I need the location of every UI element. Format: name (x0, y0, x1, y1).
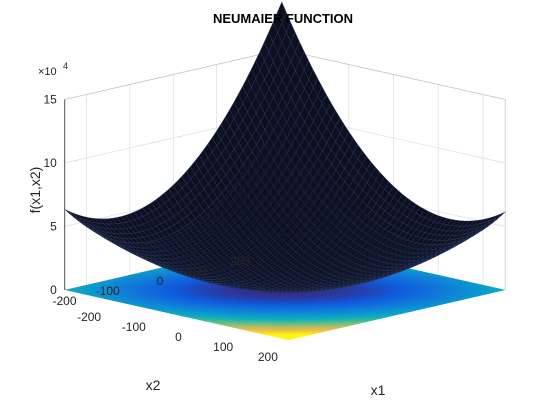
y-tick-label: 0 (157, 274, 164, 288)
svg-text:×10: ×10 (38, 66, 57, 78)
chart-title: NEUMAIER FUNCTION (213, 11, 353, 26)
z-tick-label: 0 (50, 283, 57, 297)
z-tick-label: 5 (50, 220, 57, 234)
z-exponent-label: ×10 4 (38, 61, 68, 78)
x-tick-label: -200 (77, 310, 101, 324)
z-tick-label: 10 (43, 156, 57, 170)
x-axis-label: x1 (371, 382, 386, 398)
x-tick-label: 200 (258, 350, 278, 364)
z-tick-label: 15 (43, 93, 57, 107)
floor-cell (494, 288, 506, 292)
y-axis-label: x2 (146, 377, 161, 393)
surface-facet (64, 209, 74, 216)
y-tick-label: 100 (187, 264, 207, 278)
x-tick-label: 100 (213, 340, 233, 354)
x-tick-label: 0 (175, 330, 182, 344)
svg-text:4: 4 (63, 61, 68, 71)
surface-mesh (64, 1, 506, 293)
x-tick-label: -100 (122, 320, 146, 334)
y-tick-label: -100 (96, 284, 120, 298)
z-axis-label: f(x1,x2) (27, 167, 43, 214)
y-tick-label: 200 (230, 254, 250, 268)
